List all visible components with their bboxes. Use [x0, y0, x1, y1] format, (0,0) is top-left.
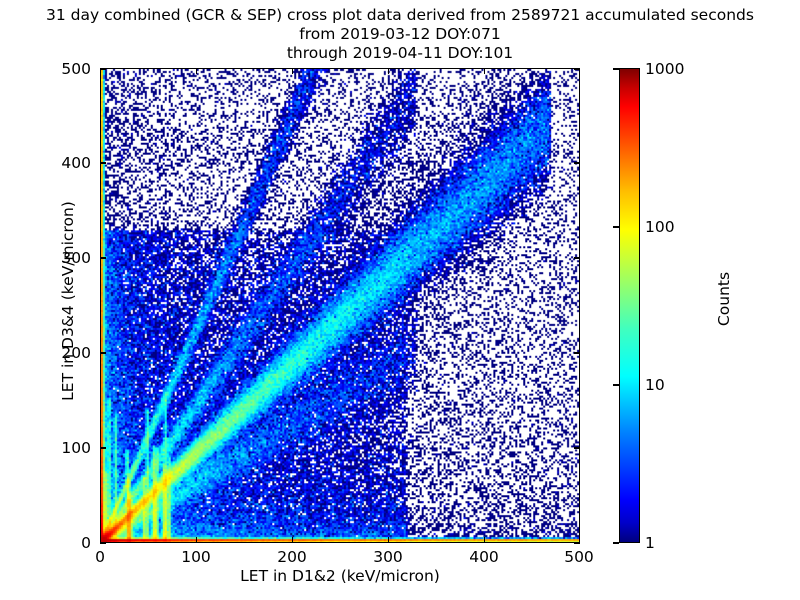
colorbar-label-1000: 1000 — [645, 60, 685, 78]
ytick-mark-400 — [100, 162, 106, 164]
ytick-mark-right-500 — [574, 68, 580, 70]
x-axis-label: LET in D1&2 (keV/micron) — [240, 567, 440, 585]
xtick-label-200: 200 — [277, 548, 307, 566]
ytick-mark-0 — [100, 542, 106, 544]
colorbar-tick-100 — [613, 226, 619, 228]
ytick-mark-300 — [100, 257, 106, 259]
xtick-mark-top-200 — [292, 68, 294, 74]
colorbar-tick-1000 — [613, 68, 619, 70]
xtick-mark-200 — [292, 537, 294, 543]
xtick-label-300: 300 — [373, 548, 403, 566]
ytick-mark-right-200 — [574, 352, 580, 354]
ytick-label-400: 400 — [61, 154, 91, 172]
y-axis-label: LET in D3&4 (keV/micron) — [59, 201, 77, 401]
title-line-2: from 2019-03-12 DOY:071 — [299, 25, 501, 43]
colorbar-title: Counts — [715, 271, 733, 327]
ytick-mark-right-400 — [574, 162, 580, 164]
xtick-label-100: 100 — [181, 548, 211, 566]
plot-title: 31 day combined (GCR & SEP) cross plot d… — [0, 6, 800, 63]
title-line-3: through 2019-04-11 DOY:101 — [286, 44, 514, 62]
colorbar-tick-1 — [613, 542, 619, 544]
xtick-mark-500 — [578, 537, 580, 543]
colorbar-label-10: 10 — [645, 376, 665, 394]
ytick-mark-200 — [100, 352, 106, 354]
xtick-mark-300 — [388, 537, 390, 543]
xtick-mark-top-300 — [388, 68, 390, 74]
xtick-mark-100 — [196, 537, 198, 543]
colorbar-label-100: 100 — [645, 218, 675, 236]
xtick-label-0: 0 — [95, 548, 105, 566]
colorbar-gradient — [619, 68, 640, 543]
ytick-mark-right-300 — [574, 257, 580, 259]
colorbar-tick-10 — [613, 384, 619, 386]
xtick-mark-top-400 — [484, 68, 486, 74]
ytick-mark-500 — [100, 68, 106, 70]
ytick-mark-100 — [100, 447, 106, 449]
xtick-mark-top-100 — [196, 68, 198, 74]
ytick-mark-right-100 — [574, 447, 580, 449]
colorbar-label-1: 1 — [645, 534, 655, 552]
xtick-mark-top-0 — [100, 68, 102, 74]
xtick-label-400: 400 — [469, 548, 499, 566]
title-line-1: 31 day combined (GCR & SEP) cross plot d… — [46, 6, 754, 24]
ytick-mark-right-0 — [574, 542, 580, 544]
scatter-heatmap-canvas — [101, 69, 579, 542]
xtick-mark-0 — [100, 537, 102, 543]
xtick-label-500: 500 — [564, 548, 594, 566]
ytick-label-200: 200 — [61, 344, 91, 362]
plot-axes — [100, 68, 580, 543]
xtick-mark-400 — [484, 537, 486, 543]
xtick-mark-top-500 — [578, 68, 580, 74]
ytick-label-100: 100 — [61, 439, 91, 457]
ytick-label-500: 500 — [61, 60, 91, 78]
ytick-label-0: 0 — [81, 534, 91, 552]
ytick-label-300: 300 — [61, 249, 91, 267]
